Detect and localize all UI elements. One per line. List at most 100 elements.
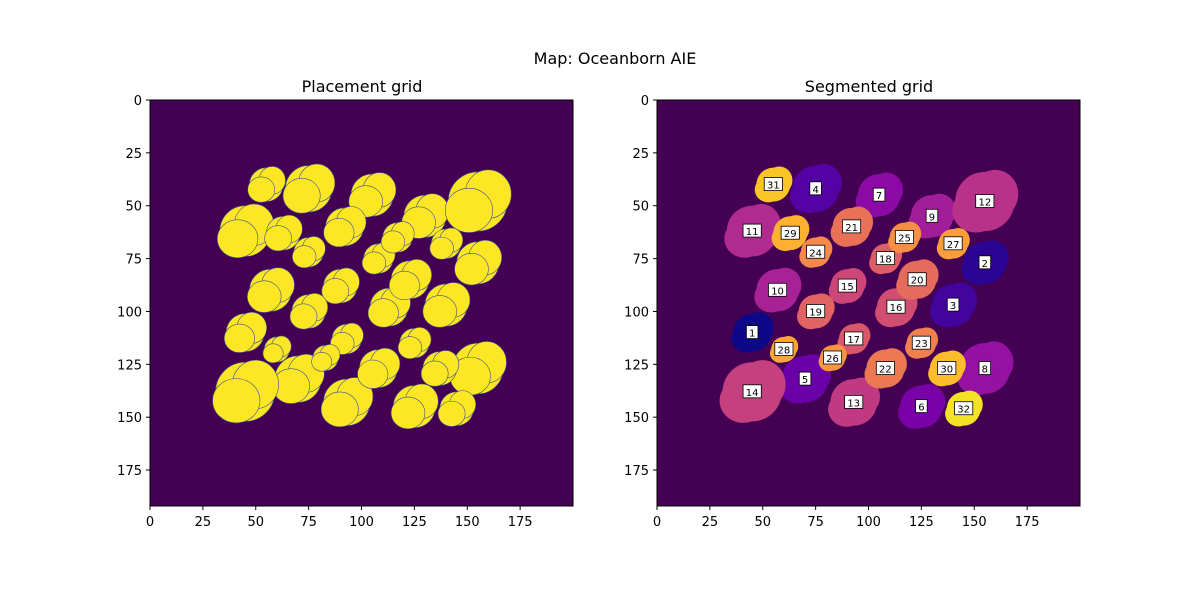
region-label-11: 11 [746, 227, 759, 238]
figure-title: Map: Oceanborn AIE [534, 49, 697, 68]
placement-region-3-lobe [422, 295, 457, 328]
placement-region-10-lobe [246, 280, 282, 313]
region-label-box [872, 187, 886, 202]
region-label-box [844, 331, 864, 346]
x-tick-label: 75 [807, 515, 824, 530]
placement-region-14-lobe [212, 378, 261, 424]
y-tick-label: 175 [117, 464, 142, 479]
right-axes-title: Segmented grid [805, 77, 933, 96]
region-label-box [837, 278, 857, 293]
region-label-box [763, 177, 783, 191]
region-label-5: 5 [802, 375, 808, 386]
region-label-box [937, 361, 957, 375]
region-label-box [925, 208, 939, 223]
y-tick-label: 125 [117, 358, 142, 373]
x-tick-label: 25 [702, 515, 719, 530]
segmented-grid-axes: 1234567891011121314151617181920212223242… [624, 94, 1081, 530]
placement-region-12-lobe [444, 187, 493, 233]
region-label-32: 32 [957, 405, 970, 416]
placement-grid-axes: 0 25 50 75 100 125 150 175 0 25 50 75 100 125 150 175 [117, 94, 574, 530]
region-label-box [842, 219, 862, 234]
region-label-25: 25 [898, 233, 911, 244]
region-label-22: 22 [879, 365, 892, 376]
region-label-1: 1 [749, 329, 755, 340]
x-tick-label: 150 [962, 515, 987, 530]
region-label-box [894, 230, 914, 244]
placement-region-22-lobe [357, 359, 389, 389]
y-tick-label: 25 [125, 147, 142, 162]
region-label-15: 15 [841, 282, 854, 293]
region-label-box [911, 335, 931, 350]
x-tick-label: 50 [754, 515, 771, 530]
plot-background [657, 100, 1080, 506]
region-label-box [954, 401, 974, 416]
region-label-21: 21 [845, 223, 858, 234]
x-tick-label: 75 [300, 515, 317, 530]
region-label-28: 28 [778, 346, 791, 357]
region-label-13: 13 [847, 398, 860, 409]
region-label-18: 18 [879, 255, 892, 266]
x-tick-label: 125 [909, 515, 934, 530]
region-label-box [975, 194, 995, 208]
region-label-16: 16 [890, 303, 903, 314]
x-tick-label: 125 [402, 515, 427, 530]
region-label-30: 30 [940, 365, 953, 376]
region-label-box [978, 255, 992, 270]
x-tick-label: 0 [653, 515, 661, 530]
region-label-27: 27 [947, 240, 960, 251]
placement-region-20-lobe [388, 270, 420, 301]
region-label-box [915, 399, 928, 414]
region-label-8: 8 [982, 365, 988, 376]
placement-region-1-lobe [223, 323, 255, 353]
region-label-4: 4 [812, 185, 818, 196]
placement-region-19-lobe [289, 303, 318, 330]
placement-region-26-lobe [311, 351, 333, 372]
region-label-box [875, 251, 895, 265]
region-label-24: 24 [809, 248, 822, 259]
region-label-box [742, 223, 762, 238]
region-label-box [823, 350, 843, 365]
y-tick-label: 125 [624, 358, 649, 373]
region-label-26: 26 [826, 354, 839, 365]
plot-background [150, 100, 573, 506]
placement-region-15-lobe [321, 278, 350, 305]
x-tick-label: 150 [455, 515, 480, 530]
x-tick-label: 100 [349, 515, 374, 530]
region-label-19: 19 [809, 307, 822, 318]
x-tick-label: 25 [195, 515, 212, 530]
y-tick-label: 0 [134, 94, 142, 109]
region-label-box [907, 272, 927, 287]
region-label-box [806, 244, 826, 259]
y-tick-label: 75 [632, 253, 649, 268]
region-label-box [946, 297, 960, 312]
y-tick-label: 75 [125, 253, 142, 268]
y-tick-label: 100 [624, 305, 649, 320]
placement-region-25-lobe [380, 230, 406, 254]
region-label-29: 29 [784, 229, 797, 240]
x-tick-label: 50 [247, 515, 264, 530]
placement-region-31-lobe [247, 176, 276, 203]
y-tick-label: 150 [117, 411, 142, 426]
placement-regions [212, 163, 512, 430]
region-label-box [943, 236, 963, 251]
region-label-box [809, 181, 822, 196]
placement-region-30-lobe [420, 360, 449, 387]
region-label-2: 2 [982, 259, 988, 270]
placement-region-21-lobe [323, 218, 355, 248]
region-label-box [780, 225, 800, 240]
placement-region-16-lobe [367, 298, 399, 328]
region-label-7: 7 [876, 191, 882, 202]
region-label-box [768, 282, 788, 297]
region-label-20: 20 [911, 276, 924, 287]
region-label-17: 17 [847, 335, 860, 346]
placement-region-24-lobe [292, 245, 317, 269]
y-tick-label: 25 [632, 147, 649, 162]
y-tick-label: 175 [624, 464, 649, 479]
region-label-box [886, 299, 906, 314]
placement-region-23-lobe [397, 336, 423, 360]
left-axes-title: Placement grid [302, 77, 423, 96]
region-label-box [875, 361, 895, 375]
placement-region-2-lobe [454, 253, 489, 286]
region-label-box [798, 371, 812, 386]
